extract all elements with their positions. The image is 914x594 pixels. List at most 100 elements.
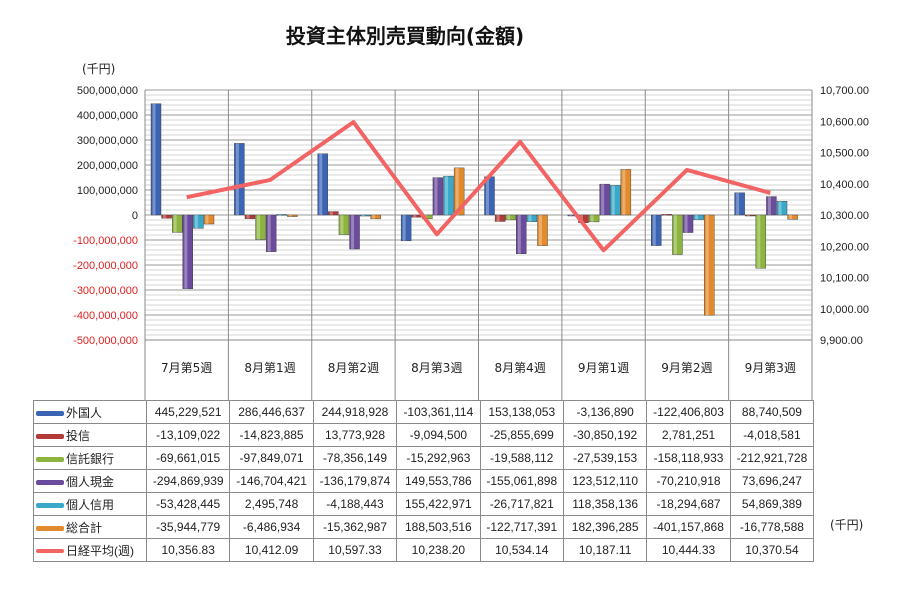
- bar-highlight: [184, 215, 188, 289]
- bar-highlight: [736, 192, 740, 215]
- table-cell: -15,292,963: [396, 446, 481, 470]
- table-cell: 10,187.11: [562, 538, 648, 562]
- table-cell: 73,696,247: [729, 469, 815, 493]
- bar-個人信用: [359, 214, 371, 217]
- table-cell: 10,597.33: [312, 538, 398, 562]
- left-axis-tick: 400,000,000: [77, 110, 138, 122]
- data-table: 外国人 445,229,521 286,446,637 244,918,928 -103…: [33, 400, 815, 562]
- bar-highlight: [402, 215, 406, 241]
- table-cell: -53,428,445: [145, 492, 231, 516]
- table-cell: 13,773,928: [312, 423, 398, 447]
- table-cell: -401,157,868: [646, 515, 731, 539]
- legend-key-icon: [36, 456, 64, 462]
- bar-外国人: [234, 143, 245, 216]
- category-label: 9月第3週: [745, 361, 796, 375]
- table-cell: 286,446,637: [229, 400, 314, 424]
- table-cell: -158,118,933: [646, 446, 731, 470]
- left-axis-tick: 100,000,000: [77, 185, 138, 197]
- right-axis-tick: 10,400.00: [820, 179, 869, 191]
- bar-外国人: [150, 103, 162, 216]
- bar-highlight: [663, 214, 667, 216]
- bar-総合計: [537, 214, 548, 246]
- category-label: 9月第2週: [661, 361, 712, 375]
- bar-highlight: [267, 215, 271, 252]
- chart-title: 投資主体別売買動向(金額): [285, 24, 525, 48]
- bar-highlight: [601, 184, 605, 215]
- table-row: 投信 -13,109,022 -14,823,885 13,773,928 -9,094…: [33, 423, 815, 447]
- bar-外国人: [317, 153, 328, 216]
- bar-highlight: [235, 143, 239, 215]
- bar-信託銀行: [171, 214, 183, 233]
- bar-highlight: [539, 215, 542, 246]
- table-row: 総合計 -35,944,779 -6,486,934 -15,362,987 188,5…: [33, 515, 815, 539]
- table-cell: -122,717,391: [479, 515, 564, 539]
- bar-外国人: [734, 192, 745, 216]
- left-axis-tick: -300,000,000: [73, 285, 138, 297]
- bar-highlight: [611, 185, 615, 215]
- table-cell: -18,294,687: [646, 492, 731, 516]
- bar-投信: [328, 211, 339, 216]
- left-axis-tick: -200,000,000: [73, 260, 138, 272]
- table-cell: -14,823,885: [229, 423, 314, 447]
- bar-highlight: [288, 215, 292, 217]
- table-cell: -9,094,500: [396, 423, 481, 447]
- bar-個人現金: [516, 214, 527, 254]
- bar-highlight: [319, 153, 323, 215]
- bar-highlight: [569, 215, 573, 216]
- bar-highlight: [695, 215, 699, 220]
- right-axis-tick: 10,300.00: [820, 210, 869, 222]
- bar-個人現金: [182, 214, 194, 289]
- table-row: 信託銀行 -69,661,015 -97,849,071 -78,356,149 -15…: [33, 446, 815, 470]
- bar-総合計: [287, 214, 298, 217]
- bar-総合計: [704, 214, 715, 316]
- bar-個人信用: [776, 201, 788, 216]
- bar-総合計: [453, 167, 465, 216]
- bar-highlight: [340, 215, 344, 235]
- bar-highlight: [496, 215, 500, 222]
- legend-label: 投信: [66, 428, 91, 443]
- bar-highlight: [705, 215, 709, 316]
- table-cell: -4,188,443: [312, 492, 398, 516]
- bar-信託銀行: [255, 214, 266, 240]
- category-label: 8月第1週: [244, 361, 295, 375]
- bar-highlight: [757, 215, 761, 269]
- table-cell: 10,238.20: [396, 538, 481, 562]
- right-axis-tick: 10,600.00: [820, 116, 869, 128]
- legend-entry: 個人信用: [33, 492, 147, 516]
- bar-highlight: [652, 215, 656, 246]
- table-cell: 155,422,971: [396, 492, 481, 516]
- table-cell: 118,358,136: [562, 492, 648, 516]
- bar-highlight: [673, 215, 677, 255]
- legend-label: 日経平均(週): [66, 543, 134, 558]
- bar-個人現金: [682, 214, 694, 233]
- left-axis-tick: 0: [132, 210, 138, 222]
- bar-highlight: [684, 215, 688, 233]
- category-label: 8月第4週: [495, 361, 546, 375]
- bar-highlight: [486, 176, 489, 215]
- table-cell: 123,512,110: [562, 469, 648, 493]
- bar-highlight: [528, 215, 532, 222]
- table-cell: -97,849,071: [229, 446, 314, 470]
- left-axis-tick: 200,000,000: [77, 160, 138, 172]
- bar-highlight: [413, 215, 417, 218]
- legend-key-icon: [36, 502, 64, 508]
- legend-entry: 投信: [33, 423, 147, 447]
- left-axis-tick: 300,000,000: [77, 135, 138, 147]
- table-cell: -35,944,779: [145, 515, 231, 539]
- bar-信託銀行: [338, 214, 350, 235]
- table-cell: -6,486,934: [229, 515, 314, 539]
- bar-highlight: [163, 215, 167, 219]
- table-cell: 2,781,251: [646, 423, 731, 447]
- bar-highlight: [507, 215, 511, 220]
- table-cell: -294,869,939: [145, 469, 231, 493]
- category-label: 9月第1週: [578, 361, 629, 375]
- table-cell: 153,138,053: [479, 400, 564, 424]
- table-cell: -136,179,874: [312, 469, 398, 493]
- table-cell: -70,210,918: [646, 469, 731, 493]
- right-axis-tick: 9,900.00: [820, 335, 863, 347]
- bar-個人現金: [766, 196, 777, 216]
- left-axis-tick: -100,000,000: [73, 235, 138, 247]
- bar-highlight: [622, 169, 626, 215]
- legend-key-icon: [36, 479, 64, 485]
